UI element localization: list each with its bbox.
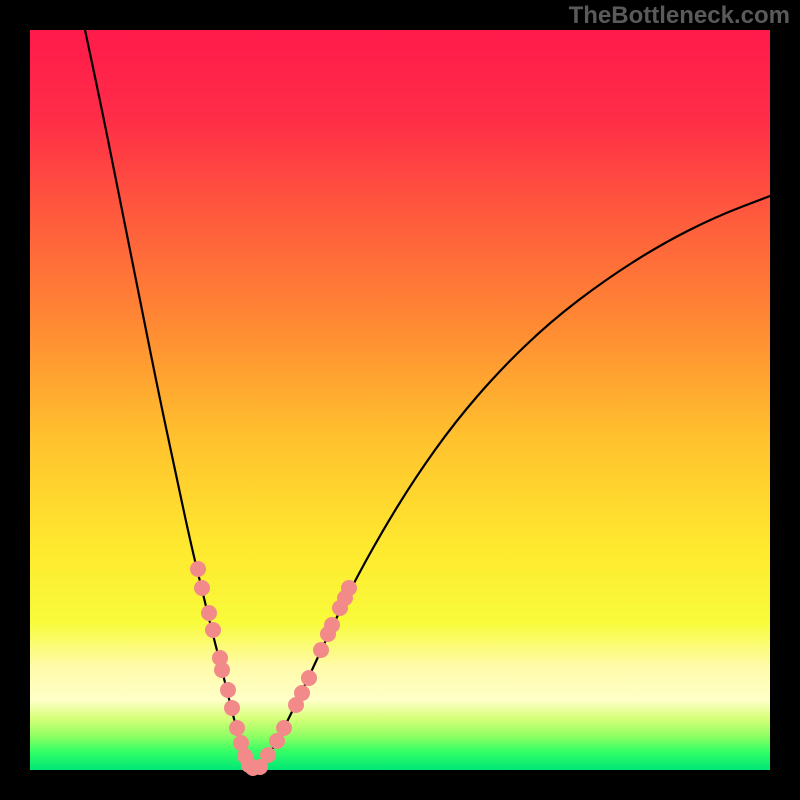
bottleneck-curve-right [253, 196, 770, 770]
data-point [220, 682, 236, 698]
data-point [190, 561, 206, 577]
plot-area [30, 30, 770, 770]
curve-layer [30, 30, 770, 770]
data-point [224, 700, 240, 716]
data-point [194, 580, 210, 596]
data-point [260, 747, 276, 763]
data-point [341, 580, 357, 596]
data-point [313, 642, 329, 658]
data-point [301, 670, 317, 686]
data-point [214, 662, 230, 678]
data-point [229, 720, 245, 736]
chart-viewport: TheBottleneck.com [0, 0, 800, 800]
data-point [276, 720, 292, 736]
data-point [324, 617, 340, 633]
data-point [201, 605, 217, 621]
data-point [205, 622, 221, 638]
watermark-text: TheBottleneck.com [569, 2, 790, 30]
data-dots [190, 561, 357, 776]
data-point [294, 685, 310, 701]
